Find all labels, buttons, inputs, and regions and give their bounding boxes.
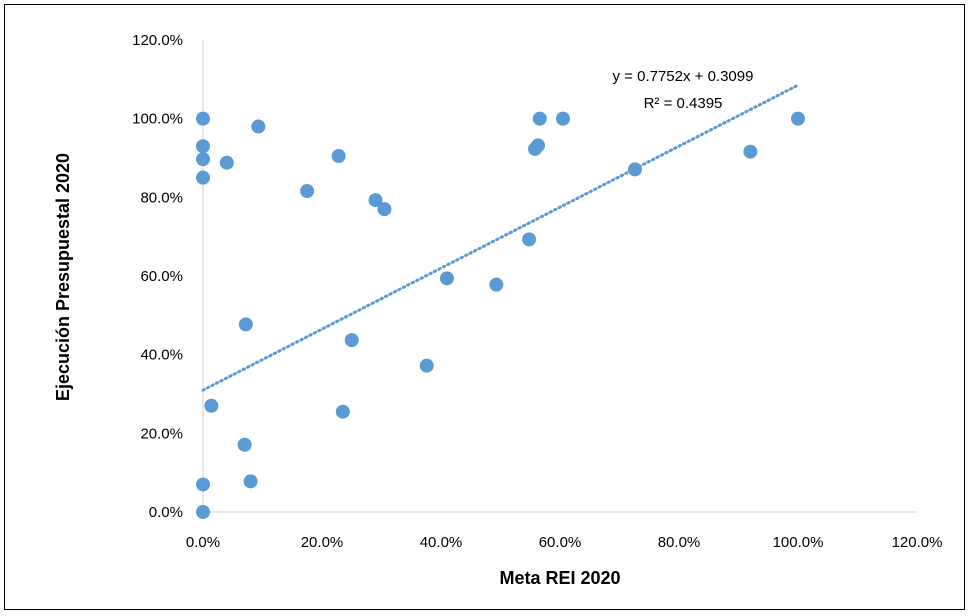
data-point bbox=[196, 170, 210, 185]
data-point bbox=[196, 139, 210, 154]
x-tick-label: 120.0% bbox=[892, 534, 943, 551]
y-axis-ticks: 0.0% 20.0% 40.0% 60.0% 80.0% 100.0% 120.0% bbox=[132, 32, 183, 521]
data-point bbox=[219, 155, 234, 170]
data-point bbox=[196, 505, 210, 519]
x-axis-ticks: 0.0% 20.0% 40.0% 60.0% 80.0% 100.0% 120.0% bbox=[186, 534, 943, 551]
x-tick-label: 100.0% bbox=[773, 534, 824, 551]
data-point bbox=[743, 144, 758, 159]
data-point bbox=[237, 437, 252, 452]
trendline bbox=[201, 83, 800, 392]
data-point bbox=[368, 193, 383, 208]
data-point bbox=[377, 202, 392, 217]
y-tick-label: 0.0% bbox=[149, 504, 183, 521]
trendline-r-squared: R² = 0.4395 bbox=[644, 95, 723, 112]
data-point bbox=[489, 277, 504, 292]
y-tick-label: 100.0% bbox=[132, 111, 183, 128]
x-tick-label: 80.0% bbox=[658, 534, 701, 551]
data-point bbox=[196, 477, 210, 492]
y-tick-label: 60.0% bbox=[140, 268, 183, 285]
data-point bbox=[530, 138, 545, 153]
data-points bbox=[196, 111, 805, 519]
x-tick-label: 40.0% bbox=[420, 534, 463, 551]
y-axis-title: Ejecución Presupuestal 2020 bbox=[53, 153, 73, 401]
data-point bbox=[555, 111, 570, 126]
trendline-equation: y = 0.7752x + 0.3099 bbox=[613, 68, 754, 85]
data-point bbox=[344, 333, 359, 348]
data-point bbox=[532, 111, 547, 126]
data-point bbox=[243, 474, 258, 489]
x-tick-label: 20.0% bbox=[301, 534, 344, 551]
data-point bbox=[204, 398, 219, 413]
data-point bbox=[300, 184, 315, 199]
data-point bbox=[196, 152, 210, 167]
x-axis-title: Meta REI 2020 bbox=[499, 568, 620, 588]
data-point bbox=[335, 404, 350, 419]
data-point bbox=[331, 149, 346, 164]
chart-frame bbox=[4, 4, 965, 610]
y-tick-label: 40.0% bbox=[140, 347, 183, 364]
data-point bbox=[791, 111, 805, 126]
data-point bbox=[251, 119, 266, 134]
data-point bbox=[439, 271, 454, 286]
data-point bbox=[196, 111, 210, 126]
y-tick-label: 80.0% bbox=[140, 189, 183, 206]
data-point bbox=[522, 232, 537, 247]
x-tick-label: 60.0% bbox=[539, 534, 582, 551]
x-tick-label: 0.0% bbox=[186, 534, 220, 551]
data-point bbox=[238, 317, 253, 332]
y-tick-label: 120.0% bbox=[132, 32, 183, 49]
y-tick-label: 20.0% bbox=[140, 425, 183, 442]
data-point bbox=[419, 358, 434, 373]
